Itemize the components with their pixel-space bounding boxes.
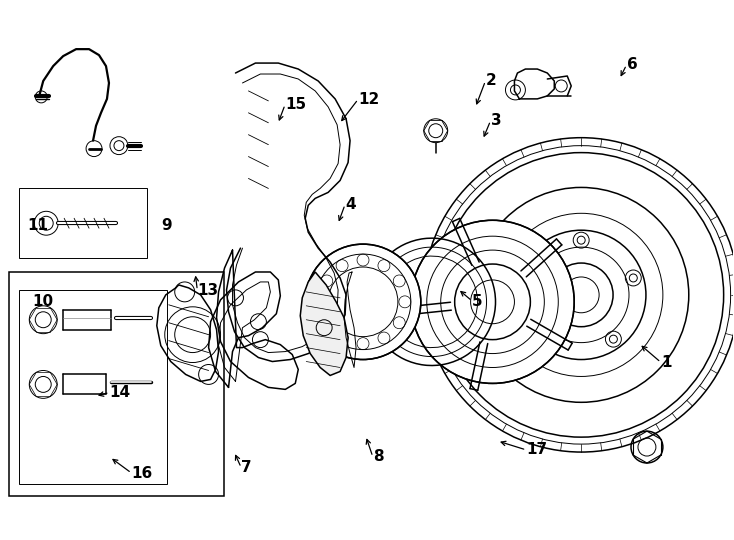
- Text: 3: 3: [490, 113, 501, 128]
- Circle shape: [305, 244, 421, 360]
- Text: 1: 1: [661, 355, 672, 370]
- Text: 17: 17: [526, 442, 548, 457]
- Bar: [19, 188, 147, 258]
- Text: 8: 8: [373, 449, 383, 464]
- Text: 4: 4: [345, 197, 356, 212]
- Text: 6: 6: [627, 57, 637, 72]
- Text: 5: 5: [472, 294, 483, 309]
- Text: 7: 7: [241, 460, 252, 475]
- Circle shape: [411, 220, 574, 383]
- Circle shape: [439, 153, 724, 437]
- Text: 2: 2: [485, 73, 496, 89]
- Bar: [19, 290, 167, 484]
- Text: 16: 16: [131, 465, 153, 481]
- Text: 12: 12: [358, 92, 379, 107]
- Text: 13: 13: [197, 283, 219, 298]
- Bar: [10, 272, 224, 496]
- Text: 15: 15: [285, 97, 306, 112]
- Text: 11: 11: [27, 219, 48, 233]
- Polygon shape: [300, 272, 348, 375]
- Text: 10: 10: [32, 294, 54, 309]
- Text: 9: 9: [161, 219, 172, 233]
- Text: 14: 14: [109, 385, 131, 400]
